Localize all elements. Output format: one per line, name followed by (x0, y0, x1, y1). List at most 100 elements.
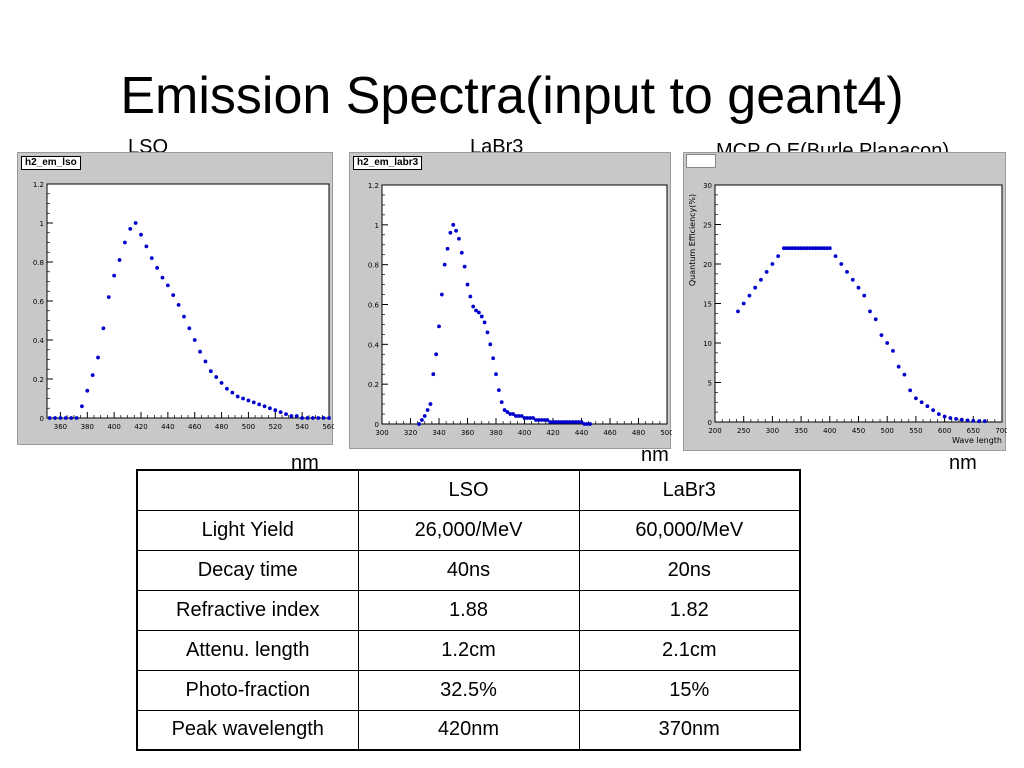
x-tick-label: 250 (737, 427, 750, 435)
y-tick-label: 0 (40, 415, 44, 423)
data-point (53, 416, 57, 420)
data-point (548, 420, 553, 424)
panel-tag-labr3: h2_em_labr3 (353, 156, 423, 170)
data-point (474, 308, 478, 313)
data-point (422, 414, 427, 418)
data-point (439, 292, 444, 297)
y-tick-label: 0.2 (368, 381, 379, 389)
data-point (305, 416, 310, 420)
data-point (508, 412, 513, 416)
data-point (457, 236, 461, 241)
y-tick-label: 1 (40, 220, 44, 228)
x-tick-label: 380 (489, 429, 502, 437)
data-point (879, 333, 884, 337)
x-tick-label: 600 (938, 427, 951, 435)
table-cell: 1.82 (578, 589, 801, 631)
data-point (770, 262, 775, 266)
data-point (579, 420, 584, 424)
data-point (214, 375, 219, 379)
data-point (747, 293, 752, 298)
data-point (781, 246, 786, 251)
x-tick-label: 500 (242, 423, 255, 431)
data-point (445, 246, 450, 251)
data-point (511, 412, 515, 416)
data-point (155, 265, 160, 270)
data-point (425, 408, 430, 412)
data-point (257, 402, 262, 407)
data-point (813, 246, 818, 251)
y-tick-label: 0.8 (33, 259, 44, 267)
data-point (736, 309, 740, 314)
x-tick-label: 420 (546, 429, 559, 437)
y-tick-label: 0.8 (368, 262, 379, 270)
data-point (531, 416, 535, 420)
x-tick-label: 350 (794, 427, 807, 435)
y-tick-label: 0.4 (33, 337, 45, 345)
x-tick-label: 440 (575, 429, 588, 437)
data-point (914, 396, 918, 401)
table-cell: 1.88 (357, 589, 580, 631)
data-point (551, 420, 555, 424)
y-tick-label: 0.6 (33, 298, 45, 306)
chart-lso: 360 380 400 420 440 460 480 500 520 540 560 0 0.2 0.4… (33, 181, 336, 431)
plot-frame (714, 184, 1003, 423)
table-cell: 32.5% (357, 669, 580, 711)
data-point (931, 408, 936, 413)
data-point (977, 419, 981, 424)
data-point (149, 256, 154, 260)
data-point (192, 338, 197, 342)
data-point (822, 246, 826, 251)
data-point (241, 396, 245, 401)
data-point (845, 270, 849, 274)
data-point (776, 254, 781, 258)
data-point (525, 416, 530, 420)
x-tick-label: 300 (375, 429, 388, 437)
data-point (47, 416, 52, 420)
data-point (454, 228, 458, 233)
table-row-label: Photo-fraction (136, 669, 359, 711)
data-point (562, 420, 567, 424)
data-point (522, 416, 527, 420)
data-point (850, 277, 855, 282)
unit-label-labr3: nm (641, 444, 669, 466)
data-point (321, 416, 326, 420)
data-point (477, 310, 481, 315)
data-point (139, 232, 143, 237)
table-cell: 370nm (578, 709, 801, 751)
data-point (203, 359, 208, 364)
data-point (896, 364, 901, 369)
data-point (160, 275, 165, 280)
data-point (825, 246, 829, 251)
data-point (514, 414, 518, 418)
table-row-label: Attenu. length (136, 629, 359, 671)
data-point (856, 285, 861, 290)
y-tick-label: 5 (708, 380, 712, 388)
data-point (925, 404, 930, 409)
data-point (576, 420, 581, 424)
data-point (468, 294, 473, 299)
data-point (482, 320, 487, 325)
chart-panel-labr3: h2_em_labr3 300 320 340 360 380 400 420 440 460 4… (349, 152, 674, 449)
data-point (165, 283, 170, 288)
data-point (74, 416, 79, 420)
table-cell: 60,000/MeV (578, 509, 801, 551)
data-point (793, 246, 798, 251)
data-point (568, 420, 572, 424)
y-tick-label: 1.2 (33, 181, 44, 189)
data-point (816, 246, 821, 251)
data-point (488, 342, 493, 347)
data-point (891, 349, 895, 353)
data-point (804, 246, 809, 251)
data-point (790, 246, 795, 251)
data-point (965, 418, 970, 423)
x-tick-label: 460 (603, 429, 616, 437)
x-tick-label: 520 (269, 423, 282, 431)
y-tick-label: 0 (375, 421, 379, 429)
data-point (96, 355, 100, 360)
table-row: Peak wavelength 420nm 370nm (136, 709, 801, 751)
data-point (827, 246, 832, 251)
y-tick-label: 20 (703, 261, 712, 269)
chart-panel-lso: h2_em_lso 360 380 400 420 440 460 480 500 520 540… (17, 152, 336, 445)
x-tick-label: 500 (881, 427, 894, 435)
data-point (588, 422, 592, 426)
